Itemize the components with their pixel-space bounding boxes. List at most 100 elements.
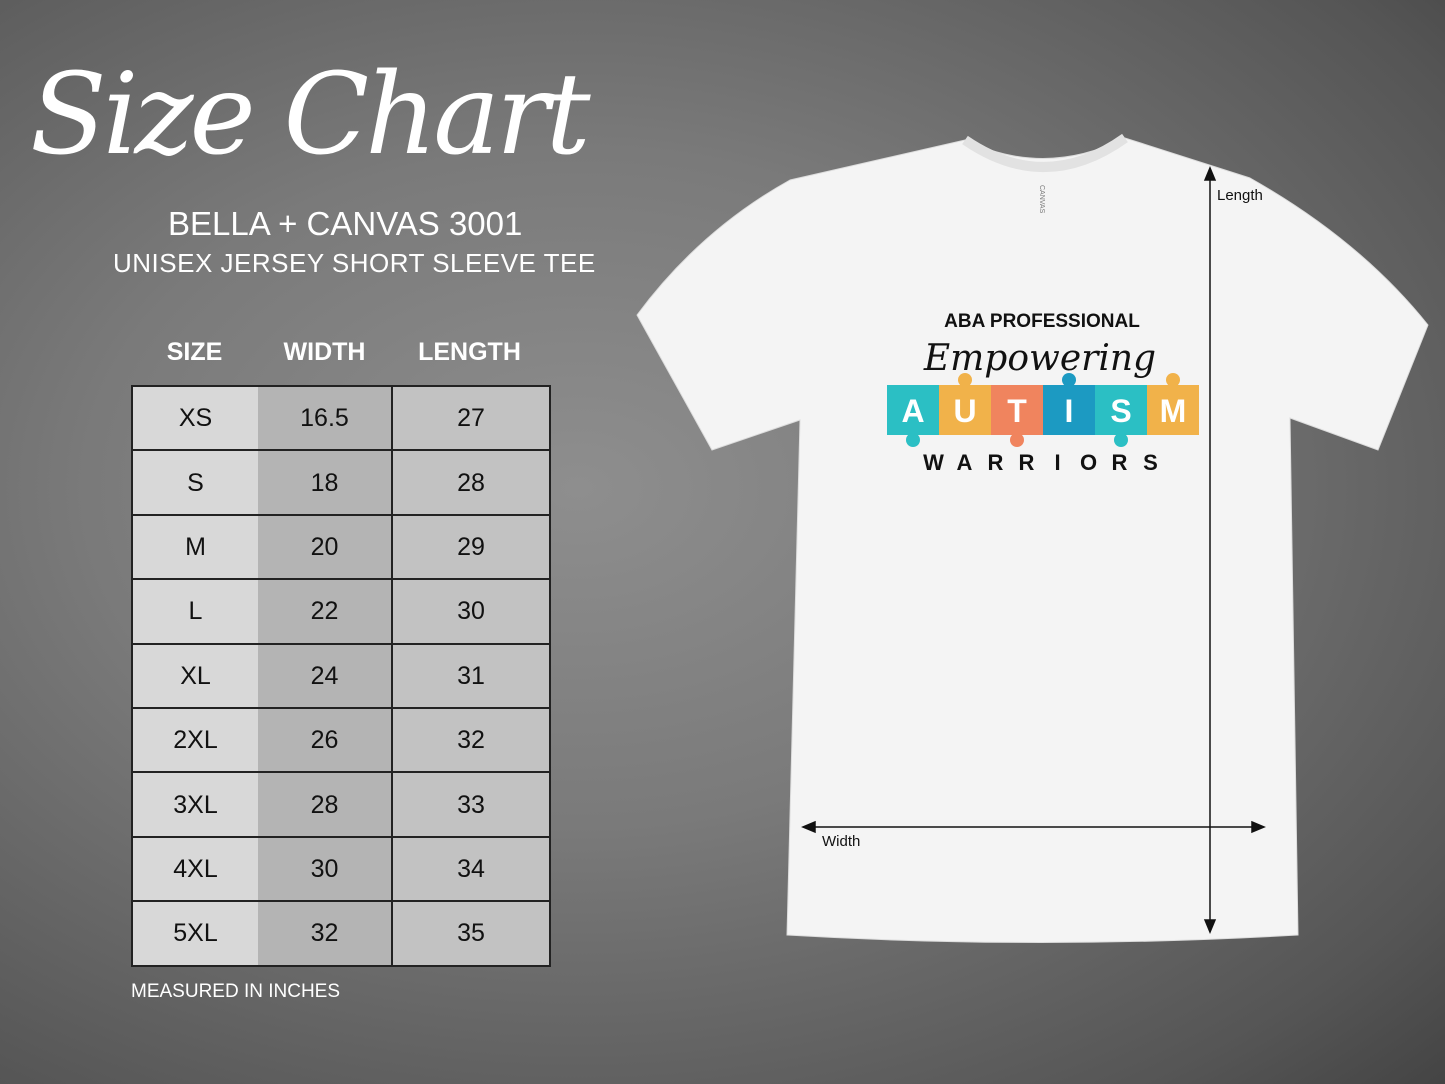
table-row: M 20 29 [133,513,549,579]
size-table: XS 16.5 27 S 18 28 M 20 29 L 22 30 XL 24 31 2XL 26 32 3XL 2… [131,385,551,967]
measurement-note: MEASURED IN INCHES [131,981,341,1002]
puzzle-knob [958,373,972,387]
table-row: L 22 30 [133,578,549,643]
puzzle-letter: S [1110,393,1131,429]
length-cell: 35 [393,902,549,965]
size-value: 3XL [173,790,218,819]
puzzle-piece [1095,385,1147,435]
size-value: 2XL [173,726,218,755]
length-cell: 27 [393,387,549,450]
length-value: 34 [457,854,485,883]
shirt-tag: CANVAS [1038,185,1045,214]
brand-model: BELLA + CANVAS 3001 [168,205,523,242]
length-cell: 33 [393,773,549,836]
puzzle-piece [939,385,991,435]
table-row: 5XL 32 35 [133,900,549,965]
puzzle-letter: M [1160,393,1187,429]
width-value: 24 [310,661,339,690]
length-cell: 31 [393,644,549,707]
length-value: 30 [457,597,485,626]
width-cell: 30 [258,837,393,901]
tshirt-body [636,137,1429,943]
length-arrow [1203,166,1217,934]
size-value: XS [178,404,213,433]
size-value: 4XL [173,854,218,883]
width-arrow [801,820,1266,834]
size-cell: 5XL [133,902,258,965]
width-value: 26 [310,726,339,755]
table-row: S 18 28 [133,449,549,514]
puzzle-letter: I [1065,393,1074,429]
product-subtitle: UNISEX JERSEY SHORT SLEEVE TEE [113,248,596,278]
header-size: SIZE [166,338,223,366]
design-line2: Empowering [923,338,1156,379]
width-cell: 24 [258,644,393,707]
table-row: 3XL 28 33 [133,771,549,836]
size-value: 5XL [173,919,218,948]
tshirt-collar [962,133,1128,172]
puzzle-piece [887,385,939,435]
width-value: 22 [310,597,339,626]
table-row: 2XL 26 32 [133,706,549,772]
length-label: Length [1217,187,1263,204]
table-row: XS 16.5 27 [133,387,549,450]
size-value: L [188,597,203,626]
puzzle-knob [1062,373,1076,387]
table-row: 4XL 30 34 [133,835,549,901]
length-value: 31 [457,661,485,690]
puzzle-knob [1166,373,1180,387]
size-cell: 2XL [133,708,258,772]
size-cell: L [133,580,258,643]
puzzle-piece [1147,385,1199,435]
width-cell: 28 [258,773,393,836]
length-value: 28 [457,468,485,497]
width-value: 28 [310,790,339,819]
size-cell: XS [133,387,258,450]
length-cell: 34 [393,837,549,901]
width-value: 20 [310,532,339,561]
puzzle-letter: A [901,393,924,429]
width-cell: 26 [258,708,393,772]
design-line1: ABA PROFESSIONAL [944,311,1140,332]
size-value: M [185,532,206,561]
puzzle-piece [991,385,1043,435]
size-chart-title: Size Chart [30,50,591,180]
length-value: 27 [457,404,485,433]
puzzle-knob [1114,433,1128,447]
puzzle-letter: U [953,393,976,429]
puzzle-knob [906,433,920,447]
length-value: 32 [457,726,485,755]
header-width: WIDTH [283,338,366,366]
size-value: XL [180,661,211,690]
size-value: S [187,468,204,497]
length-value: 33 [457,790,485,819]
size-cell: S [133,451,258,514]
width-value: 30 [310,854,339,883]
length-cell: 28 [393,451,549,514]
size-cell: XL [133,644,258,707]
puzzle-knob [1010,433,1024,447]
width-value: 32 [310,919,339,948]
header-length: LENGTH [418,338,521,366]
length-cell: 29 [393,515,549,579]
length-value: 35 [457,919,485,948]
puzzle-piece [1043,385,1095,435]
table-row: XL 24 31 [133,642,549,707]
width-cell: 22 [258,580,393,643]
length-value: 29 [457,532,485,561]
width-cell: 32 [258,902,393,965]
width-value: 18 [310,468,339,497]
length-cell: 32 [393,708,549,772]
width-cell: 16.5 [258,387,393,450]
width-label: Width [822,833,860,850]
puzzle-letter: T [1007,393,1027,429]
size-cell: 4XL [133,837,258,901]
size-cell: 3XL [133,773,258,836]
width-value: 16.5 [300,404,349,433]
width-cell: 20 [258,515,393,579]
length-cell: 30 [393,580,549,643]
size-cell: M [133,515,258,579]
width-cell: 18 [258,451,393,514]
